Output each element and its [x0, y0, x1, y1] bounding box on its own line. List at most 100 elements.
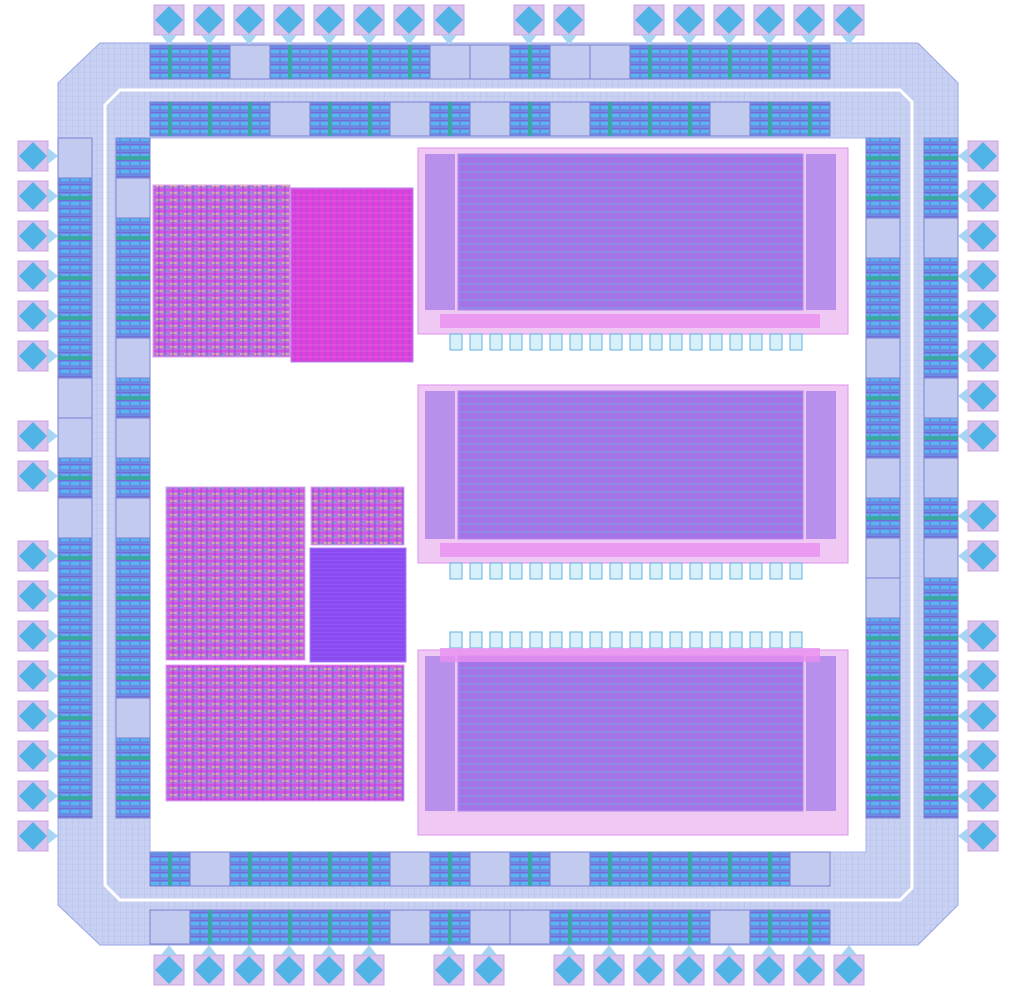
pad-connector	[721, 945, 737, 955]
bond-pad	[17, 580, 58, 612]
bond-pad	[958, 660, 999, 692]
io-via	[924, 156, 958, 160]
io-via	[58, 196, 92, 200]
io-via	[866, 396, 900, 400]
pad-connector	[958, 188, 968, 204]
pad-metal	[755, 6, 783, 34]
pad-connector	[48, 548, 58, 564]
pad-metal	[19, 462, 47, 490]
bitcell-array	[457, 153, 804, 311]
io-via	[248, 910, 252, 944]
io-via	[288, 45, 292, 79]
io-cell	[469, 909, 511, 945]
io-via	[648, 45, 652, 79]
io-cell	[149, 909, 191, 945]
bond-pad	[17, 420, 58, 452]
pad-connector	[958, 708, 968, 724]
pad-connector	[958, 548, 968, 564]
io-via	[768, 910, 772, 944]
io-via	[116, 236, 150, 240]
pad-metal	[969, 622, 997, 650]
column-driver	[529, 333, 543, 351]
bond-pad	[633, 4, 665, 45]
row-decoder-right	[806, 391, 836, 539]
pad-metal	[969, 662, 997, 690]
bond-pad	[193, 4, 225, 45]
column-driver	[669, 562, 683, 580]
column-driver	[489, 562, 503, 580]
column-driver	[469, 562, 483, 580]
bond-pad	[673, 945, 705, 986]
pad-connector	[958, 428, 968, 444]
io-via	[608, 102, 612, 136]
pad-connector	[361, 35, 377, 45]
pad-connector	[958, 668, 968, 684]
io-cell	[549, 101, 591, 137]
column-driver	[769, 562, 783, 580]
io-cell	[549, 851, 591, 887]
column-driver	[729, 562, 743, 580]
io-via	[208, 910, 212, 944]
bond-pad	[233, 4, 265, 45]
pad-metal	[969, 782, 997, 810]
io-via	[648, 852, 652, 886]
pad-metal	[555, 956, 583, 984]
row-decoder-left	[425, 154, 455, 310]
column-driver	[489, 631, 503, 649]
io-via	[368, 910, 372, 944]
io-via	[208, 102, 212, 136]
io-via	[866, 436, 900, 440]
io-via	[528, 852, 532, 886]
io-via	[116, 756, 150, 760]
pad-metal	[275, 956, 303, 984]
bond-pad	[17, 140, 58, 172]
pad-metal	[515, 6, 543, 34]
pad-metal	[795, 956, 823, 984]
pad-connector	[281, 945, 297, 955]
io-cell	[57, 417, 93, 459]
bond-pad	[17, 780, 58, 812]
pad-connector	[958, 828, 968, 844]
sram-block	[290, 187, 414, 363]
io-via	[924, 596, 958, 600]
pad-metal	[969, 262, 997, 290]
bond-pad	[433, 4, 465, 45]
pad-metal	[155, 956, 183, 984]
pad-metal	[19, 662, 47, 690]
bond-pad	[833, 4, 865, 45]
bond-pad	[153, 945, 185, 986]
sense-amp-row	[440, 648, 820, 662]
pad-connector	[48, 228, 58, 244]
io-cell	[589, 44, 631, 80]
pad-metal	[235, 956, 263, 984]
io-via	[866, 276, 900, 280]
bond-pad	[273, 945, 305, 986]
io-via	[866, 196, 900, 200]
bond-pad	[958, 300, 999, 332]
bond-pad	[433, 945, 465, 986]
column-driver	[509, 631, 523, 649]
pad-metal	[19, 702, 47, 730]
io-cell	[865, 337, 901, 379]
pad-metal	[195, 6, 223, 34]
io-via	[688, 852, 692, 886]
pad-metal	[755, 956, 783, 984]
pad-connector	[161, 35, 177, 45]
io-via	[116, 796, 150, 800]
io-via	[116, 676, 150, 680]
pad-metal	[969, 222, 997, 250]
io-via	[328, 45, 332, 79]
io-cell	[865, 537, 901, 579]
io-via	[58, 316, 92, 320]
bond-pad	[313, 945, 345, 986]
pad-connector	[561, 35, 577, 45]
column-driver	[629, 631, 643, 649]
bond-pad	[17, 700, 58, 732]
io-via	[866, 716, 900, 720]
pad-connector	[481, 945, 497, 955]
bond-pad	[473, 945, 505, 986]
bond-pad	[17, 300, 58, 332]
io-via	[924, 516, 958, 520]
memory-array-1	[417, 147, 849, 351]
